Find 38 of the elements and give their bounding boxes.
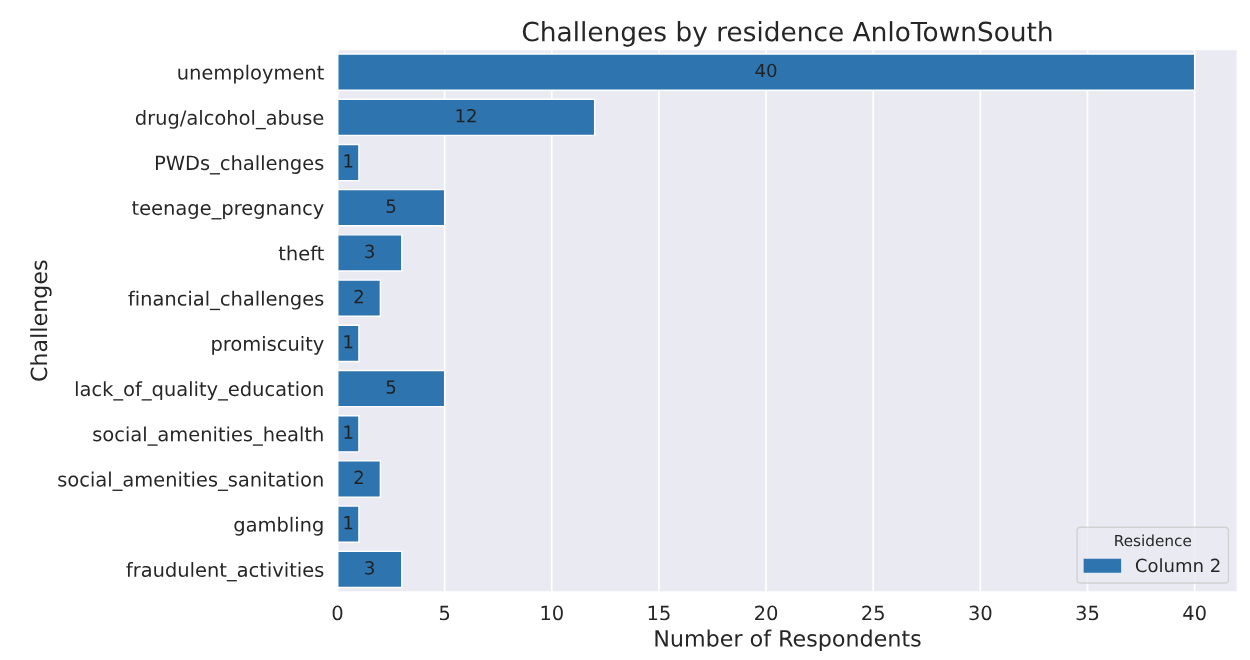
y-tick-label: PWDs_challenges xyxy=(155,155,324,175)
x-tick-label: 30 xyxy=(969,605,992,621)
data-label: 2 xyxy=(354,470,363,484)
x-tick-label: 25 xyxy=(862,605,884,621)
y-tick-label: fraudulent_activities xyxy=(126,562,324,582)
y-tick-label: drug/alcohol_abuse xyxy=(135,109,324,130)
data-label: 1 xyxy=(344,154,353,168)
y-tick-label: financial_challenges xyxy=(128,290,324,311)
data-label: 5 xyxy=(386,199,396,213)
data-label: 2 xyxy=(354,289,363,304)
data-label: 1 xyxy=(344,335,353,349)
data-label: 5 xyxy=(386,380,396,394)
x-tick-label: 5 xyxy=(439,605,450,621)
x-tick-label: 35 xyxy=(1076,605,1099,621)
x-axis-title: Number of Respondents xyxy=(655,629,921,652)
y-tick-label: promiscuity xyxy=(212,335,324,355)
y-axis-title: Challenges xyxy=(30,260,52,381)
x-tick-label: 20 xyxy=(755,605,778,621)
y-tick-label: unemployment xyxy=(178,64,324,84)
x-tick-label: 40 xyxy=(1183,605,1206,621)
data-label: 3 xyxy=(365,244,374,259)
legend-label: Column 2 xyxy=(1135,558,1220,573)
y-tick-label: gambling xyxy=(234,516,323,536)
legend-title: Residence xyxy=(1115,534,1192,547)
x-tick-label: 10 xyxy=(541,605,563,621)
y-tick-label: lack_of_quality_education xyxy=(75,381,323,401)
chart-title: Challenges by residence AnloTownSouth xyxy=(522,21,1052,47)
y-tick-label: theft xyxy=(278,245,324,261)
data-label: 12 xyxy=(456,108,476,123)
y-tick-label: social_amenities_health xyxy=(93,426,323,446)
x-tick-label: 0 xyxy=(332,605,343,621)
y-tick-label: social_amenities_sanitation xyxy=(58,471,323,491)
data-label: 1 xyxy=(344,516,353,530)
x-tick-label: 15 xyxy=(648,605,670,621)
data-label: 1 xyxy=(344,425,353,439)
y-tick-label: teenage_pregnancy xyxy=(132,201,324,220)
data-label: 40 xyxy=(755,63,777,78)
data-label: 3 xyxy=(365,561,374,575)
